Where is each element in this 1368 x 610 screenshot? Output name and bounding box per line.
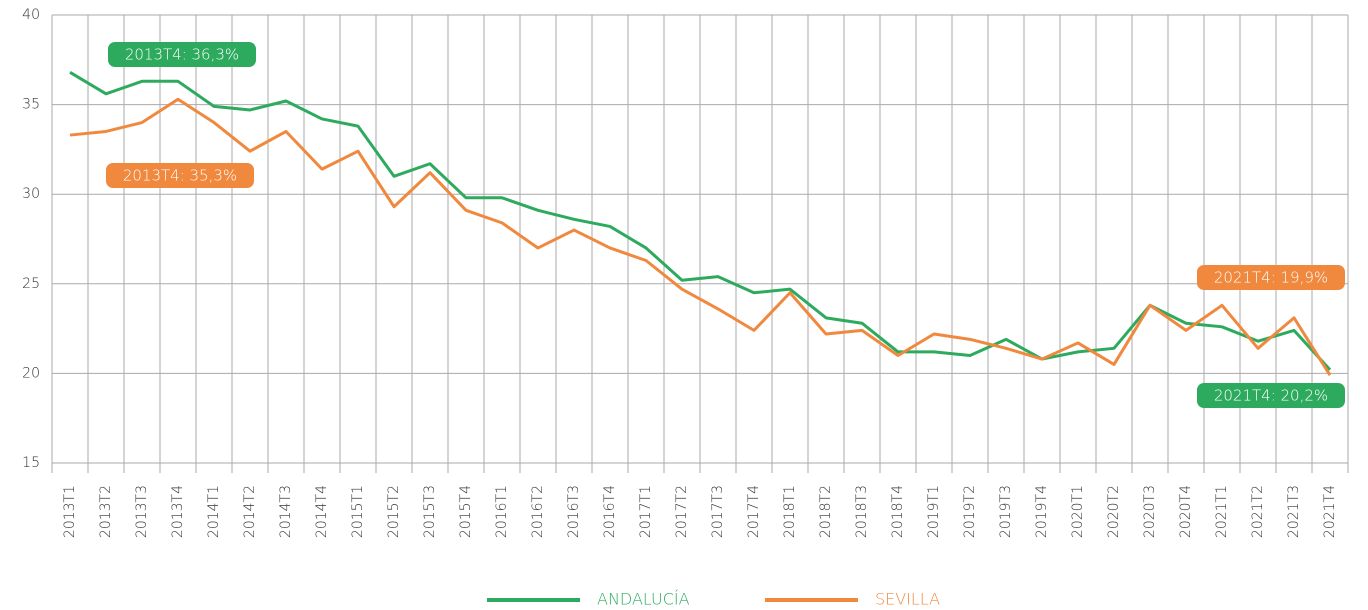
x-tick-label: 2017T3 [710, 485, 726, 538]
annotation-box [108, 42, 256, 67]
y-tick-label: 15 [22, 455, 40, 471]
annotation-box [1197, 265, 1345, 290]
x-tick-label: 2018T3 [854, 485, 870, 538]
x-tick-label: 2017T2 [674, 485, 690, 538]
x-tick-label: 2018T1 [782, 485, 798, 538]
x-tick-label: 2021T3 [1286, 485, 1302, 538]
x-tick-label: 2020T3 [1142, 485, 1158, 538]
x-tick-label: 2013T1 [62, 485, 78, 538]
x-tick-label: 2013T2 [98, 485, 114, 538]
annotation-box [1197, 383, 1345, 408]
y-tick-label: 35 [22, 97, 40, 113]
y-tick-label: 20 [22, 365, 40, 381]
series-line [69, 71, 1332, 371]
y-tick-label: 40 [22, 7, 40, 23]
x-tick-label: 2016T2 [530, 485, 546, 538]
x-tick-label: 2018T4 [890, 485, 906, 538]
x-tick-label: 2016T3 [566, 485, 582, 538]
annotation: 2013T4: 35,3% [123, 167, 237, 185]
x-tick-label: 2018T2 [818, 485, 834, 538]
x-tick-label: 2014T2 [242, 485, 258, 538]
x-tick-label: 2013T4 [170, 485, 186, 538]
x-tick-label: 2014T3 [278, 485, 294, 538]
x-tick-label: 2015T4 [458, 485, 474, 538]
y-tick-label: 25 [22, 276, 40, 292]
x-tick-label: 2015T1 [350, 485, 366, 538]
x-tick-label: 2015T2 [386, 485, 402, 538]
x-tick-label: 2021T2 [1250, 485, 1266, 538]
x-tick-label: 2019T1 [926, 485, 942, 538]
x-tick-label: 2021T4 [1322, 485, 1338, 538]
series-line [69, 97, 1332, 376]
x-tick-label: 2017T1 [638, 485, 654, 538]
annotation: 2021T4: 20,2% [1214, 387, 1328, 405]
x-tick-label: 2017T4 [746, 485, 762, 538]
x-tick-label: 2019T4 [1034, 485, 1050, 538]
legend-label: SEVILLA [875, 590, 940, 609]
annotation: 2013T4: 36,3% [125, 46, 239, 64]
x-tick-label: 2019T3 [998, 485, 1014, 538]
x-tick-label: 2016T1 [494, 485, 510, 538]
x-tick-label: 2020T2 [1106, 485, 1122, 538]
x-tick-label: 2019T2 [962, 485, 978, 538]
annotation-box [106, 163, 254, 188]
x-tick-label: 2016T4 [602, 485, 618, 538]
x-tick-label: 2020T4 [1178, 485, 1194, 538]
x-tick-label: 2014T1 [206, 485, 222, 538]
y-tick-label: 30 [22, 186, 40, 202]
legend-label: ANDALUCÍA [597, 590, 690, 609]
x-tick-label: 2020T1 [1070, 485, 1086, 538]
x-tick-label: 2013T3 [134, 485, 150, 538]
x-tick-label: 2015T3 [422, 485, 438, 538]
x-tick-label: 2014T4 [314, 485, 330, 538]
annotation: 2021T4: 19,9% [1214, 269, 1328, 287]
x-tick-label: 2021T1 [1214, 485, 1230, 538]
